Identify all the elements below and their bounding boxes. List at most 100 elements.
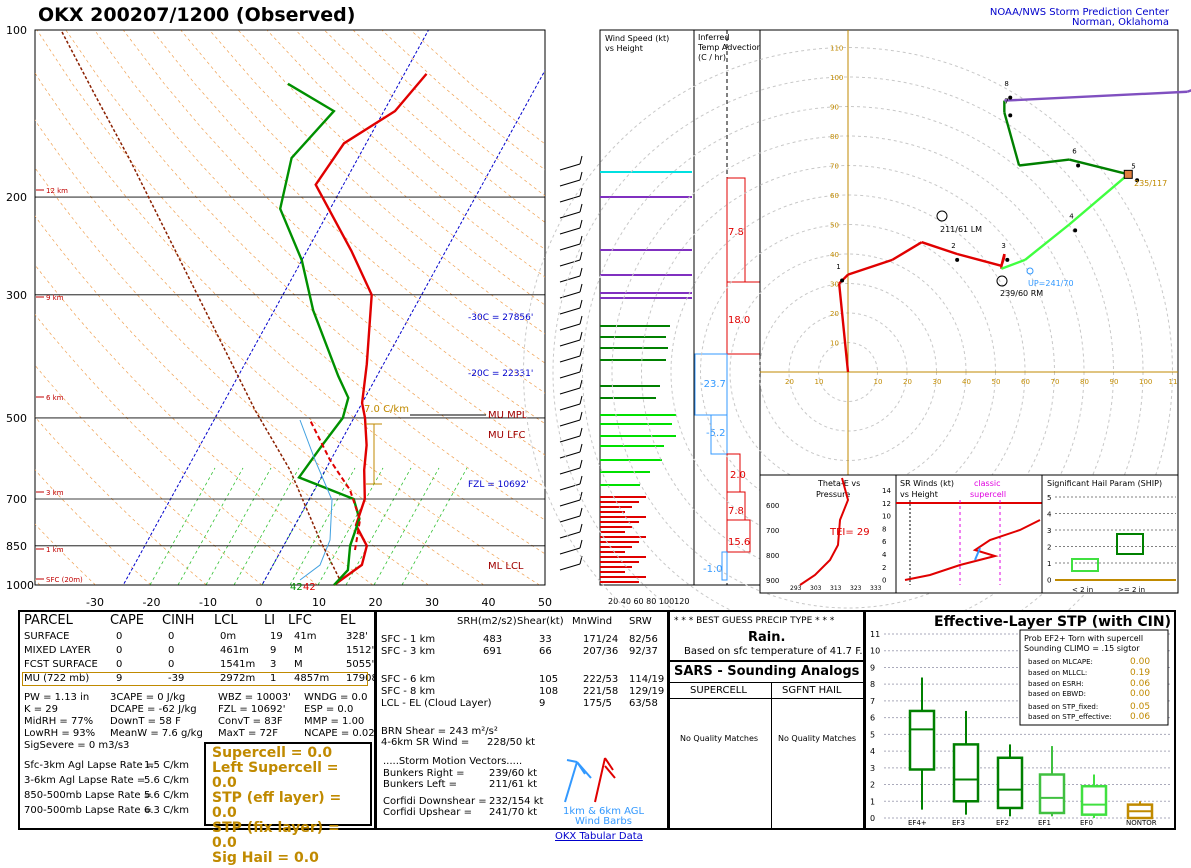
stp-prob-value: 0.00 [1130,657,1150,667]
hodo-km-label: 4 [1069,213,1074,221]
hodo-x-tick: 10 [815,378,824,386]
stp-prob-value: 0.06 [1130,679,1150,689]
hodo-y-tick: 30 [830,281,839,289]
pressure-tick-label: 850 [6,540,27,553]
height-label: 9 km [46,294,64,302]
lapse-label: 700-500mb Lapse Rate = [24,805,152,816]
kinematic-cell: SFC - 6 km [381,674,435,685]
kinematic-cell: 82/56 [629,634,658,645]
wind-barb [560,180,580,186]
theta-x-tick: 333 [870,585,882,592]
parcel-cell: 0 [168,659,174,670]
wind-barb [560,436,580,442]
stp-prob-value: 0.19 [1130,668,1150,678]
hodo-y-tick: 70 [830,163,839,171]
pressure-tick-label: 500 [6,412,27,425]
lapse-value: 5.6 C/km [144,775,189,786]
hodo-y-tick: 50 [830,222,839,230]
parcel-header: LI [264,613,275,628]
hodo-km-marker [1073,228,1077,232]
kinematic-header: SRH(m2/s2) [457,616,517,627]
advection-value: 18.0 [728,315,750,326]
wind-barb-flag [580,252,582,260]
stp-box [998,758,1022,808]
parcel-cell: 0m [220,631,236,642]
parcel-cell: 0 [116,631,122,642]
tadv-title2: Temp Advection [697,43,762,52]
ml-lcl-label: ML LCL [488,561,524,572]
srw-h-tick: 0 [882,577,886,585]
tabular-data-link[interactable]: OKX Tabular Data [555,831,643,842]
parcel-cell: 0 [116,645,122,656]
ship-title: Significant Hail Param (SHIP) [1047,479,1162,488]
wind-barb-flag [580,268,582,276]
stp-prob-label: based on EBWD: [1028,690,1086,698]
wind-speed-title1: Wind Speed (kt) [605,34,669,43]
wind-barb [560,500,580,506]
hodo-y-tick: 100 [830,74,843,82]
temperature-tick-label: 30 [425,596,439,609]
lapse-value: 5.6 C/km [144,790,189,801]
kinematic-cell: 129/19 [629,686,664,697]
hodo-km-marker [1008,113,1012,117]
kinematic-header: MnWind [572,616,612,627]
sars-title: SARS - Sounding Analogs [674,664,859,679]
index-value: WBZ = 10003' [218,692,291,703]
stp-y-tick: 10 [870,647,880,656]
theta-p-tick: 600 [766,502,779,510]
sars-hail-none: No Quality Matches [778,734,856,743]
advection-value: -5.2 [706,428,726,439]
wind-barb-flag [580,444,582,452]
stp-prob2: Sounding CLIMO = .15 sigtor [1024,644,1140,653]
wind-barb-flag [580,156,582,164]
parcel-header: PARCEL [24,613,73,628]
wind-barb [560,516,580,522]
temperature-tick-label: 0 [256,596,263,609]
parcel-header: LCL [214,613,238,628]
kinematic-cell: 66 [539,646,552,657]
wind-barb-flag [580,380,582,388]
hodo-y-tick: 20 [830,310,839,318]
precip-title: * * * BEST GUESS PRECIP TYPE * * * [674,616,834,626]
index-value: DownT = 58 F [110,716,181,727]
precip-sars-panel: * * * BEST GUESS PRECIP TYPE * * * Rain.… [668,610,865,830]
hodo-x-tick: 30 [933,378,942,386]
theta-x-tick: 313 [830,585,842,592]
theta-x-tick: 293 [790,585,802,592]
stp-box [1040,775,1064,813]
wind-barb [560,388,580,394]
stp-category: EF0 [1080,819,1093,827]
parcel-cell: 1512' [346,645,374,656]
dry-adiabat [0,30,373,585]
stp-y-tick: 1 [870,797,875,806]
wind-barb-flag [580,316,582,324]
motion-label: Corfidi Downshear = [383,796,487,807]
lapse-value: 1.5 C/km [144,760,189,771]
index-value: WNDG = 0.0 [304,692,367,703]
barb-legend2: Wind Barbs [575,816,632,827]
ship-y-tick: 2 [1047,544,1051,552]
wind-barb-flag [580,204,582,212]
wind-barb [560,276,580,282]
advection-value: 15.6 [728,537,750,548]
srw-h-tick: 6 [882,538,887,546]
mixing-ratio-line [318,468,383,585]
hodo-km-label: 5 [1131,162,1135,170]
stp-category: EF2 [996,819,1009,827]
dry-adiabat [0,30,484,585]
height-label: 12 km [46,187,68,195]
parcel-cell: 461m [220,645,249,656]
index-value: LowRH = 93% [24,728,95,739]
theta-x-tick: 323 [850,585,862,592]
ship-x2: >= 2 in [1118,586,1145,594]
wind-barb [560,164,580,170]
pressure-tick-label: 300 [6,289,27,302]
sfc-dewpoint-label: 42 [290,582,303,593]
sars-supercell-none: No Quality Matches [680,734,758,743]
index-value: K = 29 [24,704,58,715]
parcel-cell: 3 [270,659,276,670]
srw-h-tick: 10 [882,513,891,521]
stp-category: EF1 [1038,819,1051,827]
wind-barb [560,340,580,346]
hodo-x-tick: 20 [903,378,912,386]
